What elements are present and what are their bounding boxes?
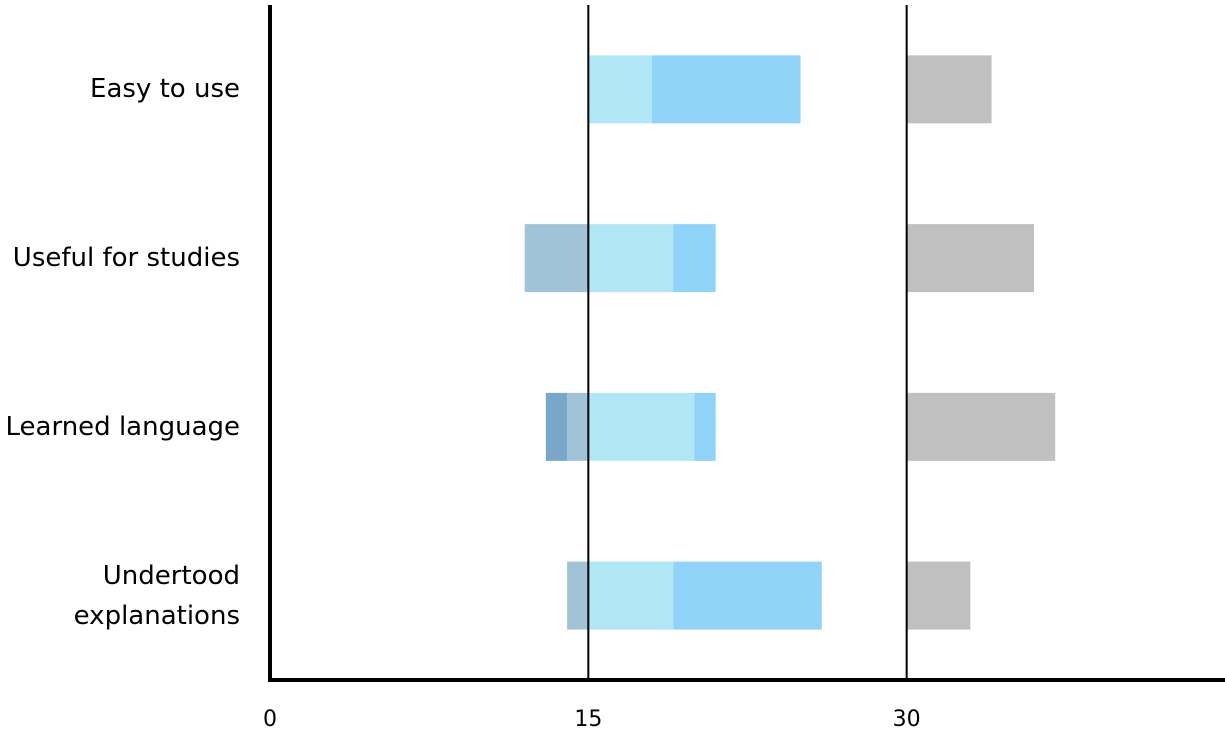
bar-segment xyxy=(588,392,695,461)
category-label: Useful for studies xyxy=(12,243,240,274)
bar-segment xyxy=(694,392,716,461)
bar-segment xyxy=(673,561,822,630)
bar-segment xyxy=(906,561,971,630)
bar-segment xyxy=(588,224,674,293)
bar-segment xyxy=(567,561,589,630)
bar-segment xyxy=(567,392,589,461)
bar-segment xyxy=(588,55,652,124)
x-tick-label: 0 xyxy=(263,707,277,732)
bar-segment xyxy=(545,392,568,461)
category-label: Learned language xyxy=(5,411,240,442)
bar-segment xyxy=(524,224,589,293)
bar-segment xyxy=(652,55,801,124)
category-label: Easy to use xyxy=(90,74,240,105)
bar-segment xyxy=(906,55,992,124)
x-tick-label: 30 xyxy=(893,707,921,732)
category-label: Undertood explanations xyxy=(73,560,240,631)
bar-segment xyxy=(588,561,674,630)
bar-segment xyxy=(673,224,716,293)
x-tick-label: 15 xyxy=(574,707,602,732)
bar-segment xyxy=(906,224,1034,293)
bar-segment xyxy=(906,392,1056,461)
